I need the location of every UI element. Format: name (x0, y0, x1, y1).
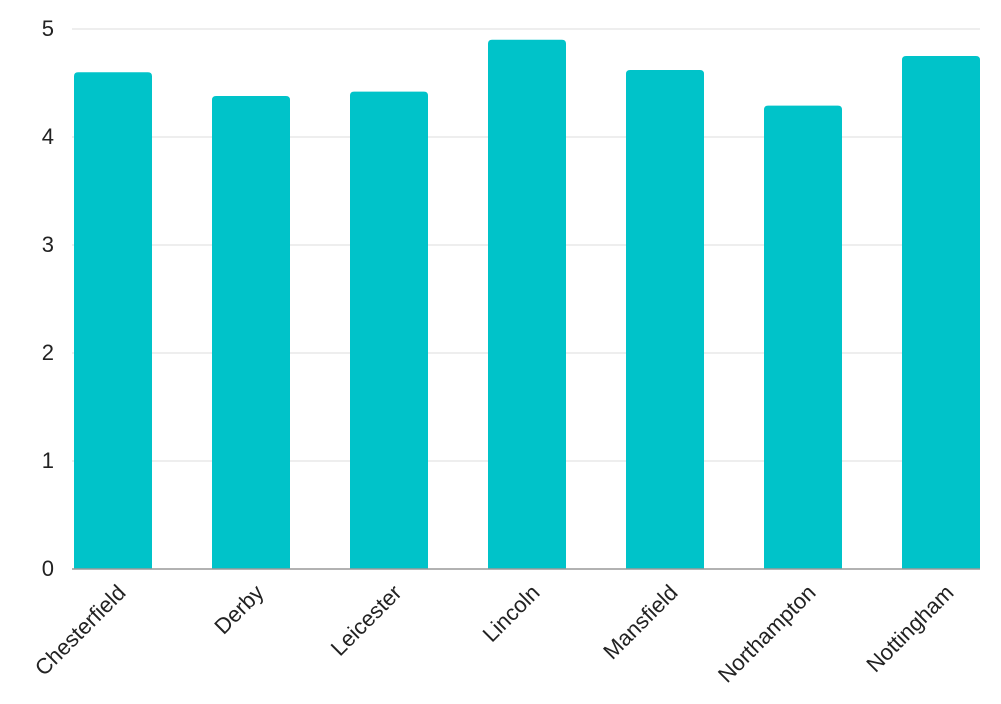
x-tick-label: Lincoln (478, 580, 545, 647)
y-tick-label: 2 (42, 340, 54, 365)
bars (74, 39, 980, 570)
bar-derby (212, 95, 290, 570)
y-tick-label: 4 (42, 124, 54, 149)
bar-northampton (764, 105, 842, 570)
bar-mansfield (626, 70, 704, 569)
x-tick-label: Northampton (713, 580, 821, 688)
x-tick-label: Leicester (326, 580, 407, 661)
y-tick-label: 1 (42, 448, 54, 473)
bar-nottingham (902, 56, 980, 569)
bar-chesterfield (74, 72, 152, 569)
x-tick-label: Mansfield (598, 580, 682, 664)
bar-leicester (350, 91, 428, 569)
y-tick-label: 3 (42, 232, 54, 257)
x-tick-label: Derby (209, 580, 268, 639)
y-tick-label: 0 (42, 556, 54, 581)
y-tick-label: 5 (42, 16, 54, 41)
x-tick-labels: Chesterfield Derby Leicester Lincoln Mansfie… (30, 580, 959, 688)
y-tick-labels: 0 1 2 3 4 5 (42, 16, 54, 581)
x-tick-label: Nottingham (861, 580, 958, 677)
x-tick-label: Chesterfield (30, 580, 131, 681)
bar-lincoln (488, 39, 566, 570)
